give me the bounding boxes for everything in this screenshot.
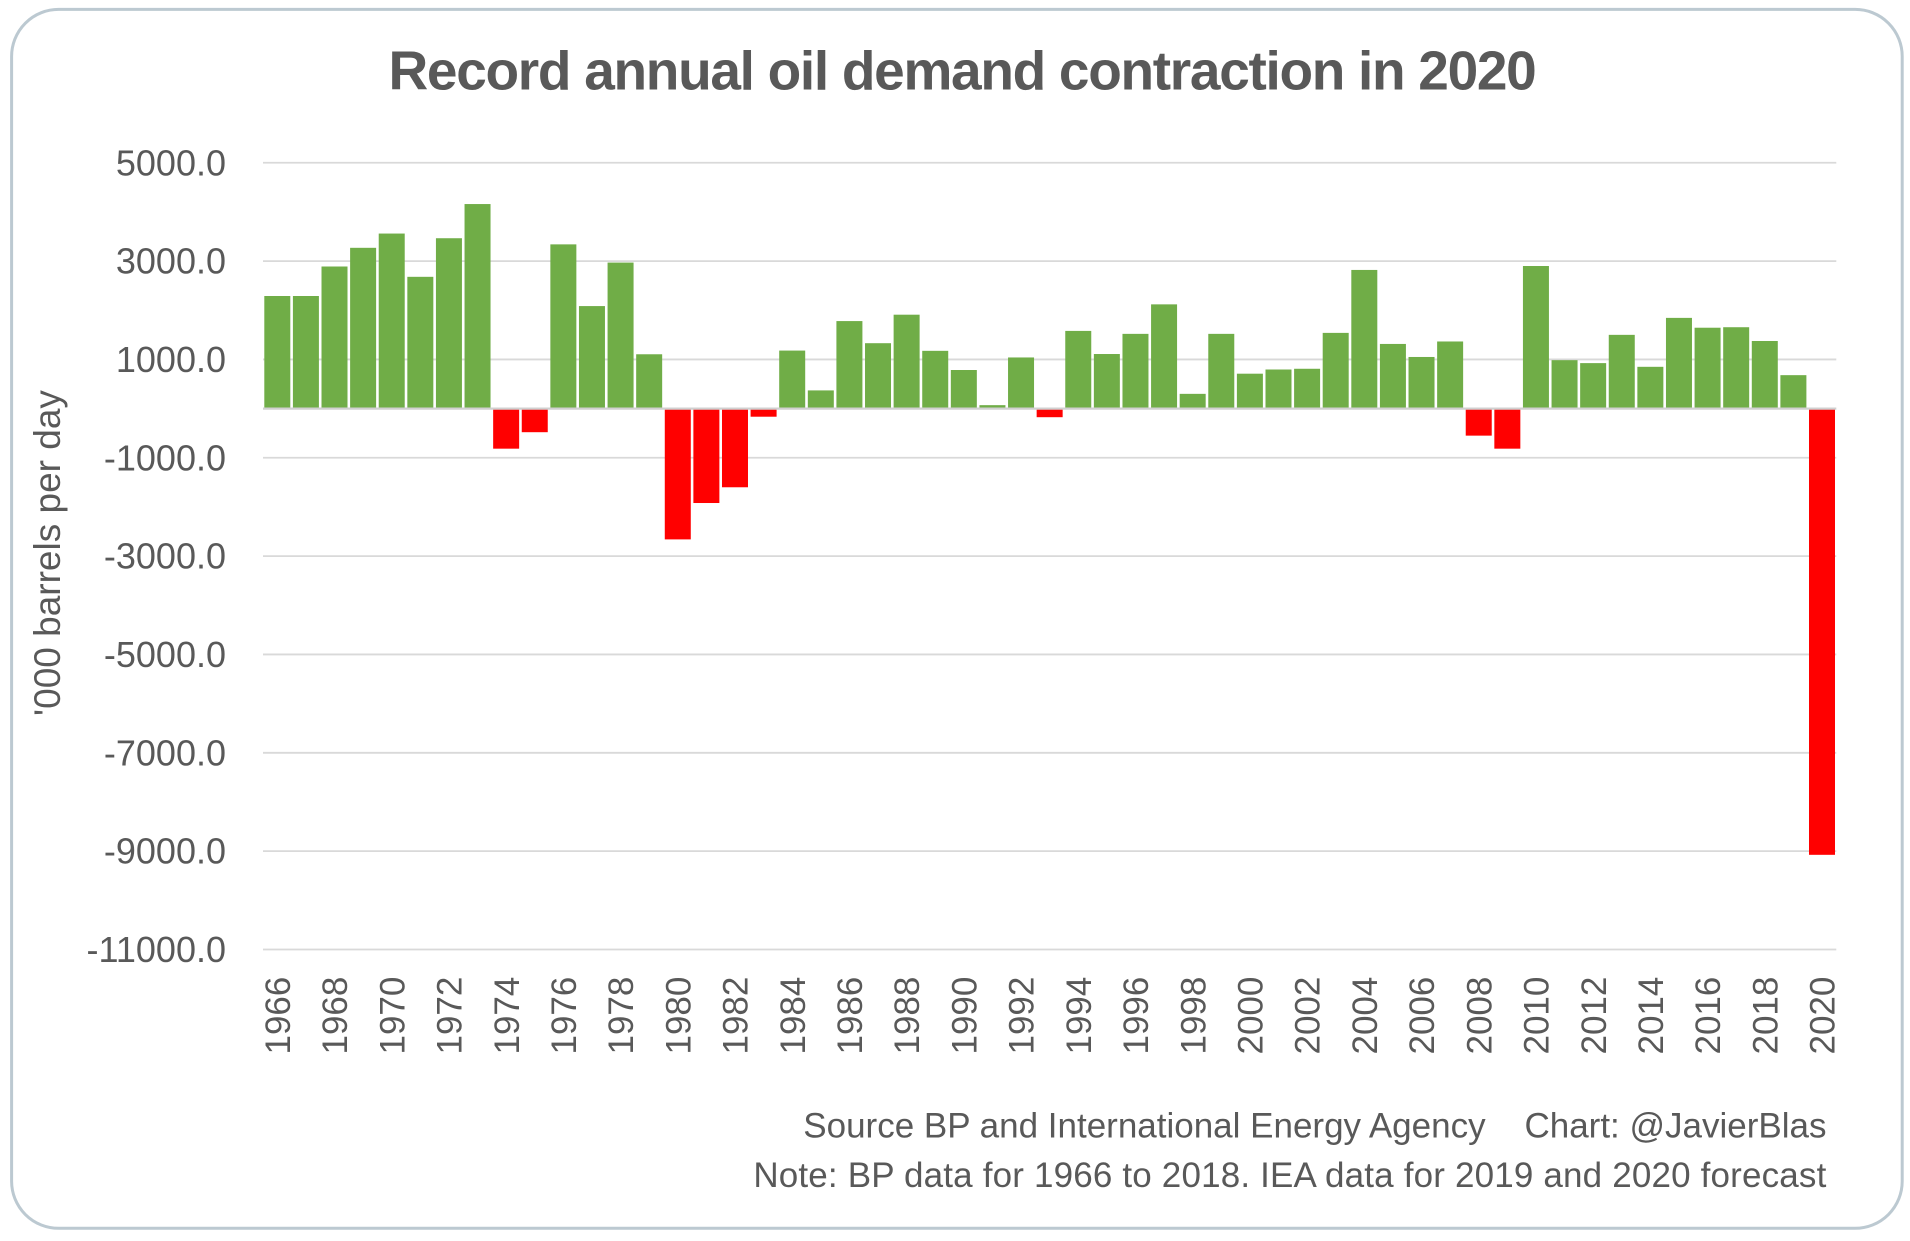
svg-text:1980: 1980 xyxy=(659,977,698,1055)
svg-text:-3000.0: -3000.0 xyxy=(104,536,226,577)
svg-text:1994: 1994 xyxy=(1060,977,1099,1055)
svg-text:'000 barrels per day: '000 barrels per day xyxy=(27,390,68,716)
svg-text:2016: 2016 xyxy=(1689,977,1728,1055)
svg-text:1984: 1984 xyxy=(774,977,813,1055)
svg-text:1966: 1966 xyxy=(259,977,298,1055)
svg-text:2008: 2008 xyxy=(1460,977,1499,1055)
svg-text:2014: 2014 xyxy=(1632,977,1671,1055)
svg-text:-11000.0: -11000.0 xyxy=(87,929,226,970)
svg-text:2012: 2012 xyxy=(1575,977,1614,1055)
svg-text:-5000.0: -5000.0 xyxy=(104,634,226,675)
svg-text:-7000.0: -7000.0 xyxy=(104,732,226,773)
svg-text:1968: 1968 xyxy=(316,977,355,1055)
svg-text:1982: 1982 xyxy=(717,977,756,1055)
svg-text:Source BP and International En: Source BP and International Energy Agenc… xyxy=(803,1107,1826,1146)
svg-text:1000.0: 1000.0 xyxy=(116,339,226,380)
svg-text:2020: 2020 xyxy=(1804,977,1843,1055)
svg-text:2002: 2002 xyxy=(1289,977,1328,1055)
svg-text:-1000.0: -1000.0 xyxy=(104,437,226,478)
svg-text:1978: 1978 xyxy=(602,977,641,1055)
svg-text:1970: 1970 xyxy=(373,977,412,1055)
svg-text:5000.0: 5000.0 xyxy=(116,142,226,183)
svg-text:3000.0: 3000.0 xyxy=(116,241,226,282)
svg-text:1992: 1992 xyxy=(1003,977,1042,1055)
svg-text:2000: 2000 xyxy=(1231,977,1270,1055)
svg-text:1998: 1998 xyxy=(1174,977,1213,1055)
svg-text:Note: BP data for 1966 to 2018: Note: BP data for 1966 to 2018. IEA data… xyxy=(753,1156,1826,1195)
svg-text:1972: 1972 xyxy=(431,977,470,1055)
svg-text:-9000.0: -9000.0 xyxy=(104,831,226,872)
svg-text:1974: 1974 xyxy=(488,977,527,1055)
svg-text:1986: 1986 xyxy=(831,977,870,1055)
svg-text:1990: 1990 xyxy=(945,977,984,1055)
svg-text:2018: 2018 xyxy=(1746,977,1785,1055)
svg-text:1996: 1996 xyxy=(1117,977,1156,1055)
svg-text:2006: 2006 xyxy=(1403,977,1442,1055)
svg-text:2010: 2010 xyxy=(1518,977,1557,1055)
svg-text:1988: 1988 xyxy=(888,977,927,1055)
svg-text:Record annual oil demand contr: Record annual oil demand contraction in … xyxy=(389,40,1536,102)
svg-text:2004: 2004 xyxy=(1346,977,1385,1055)
svg-text:1976: 1976 xyxy=(545,977,584,1055)
